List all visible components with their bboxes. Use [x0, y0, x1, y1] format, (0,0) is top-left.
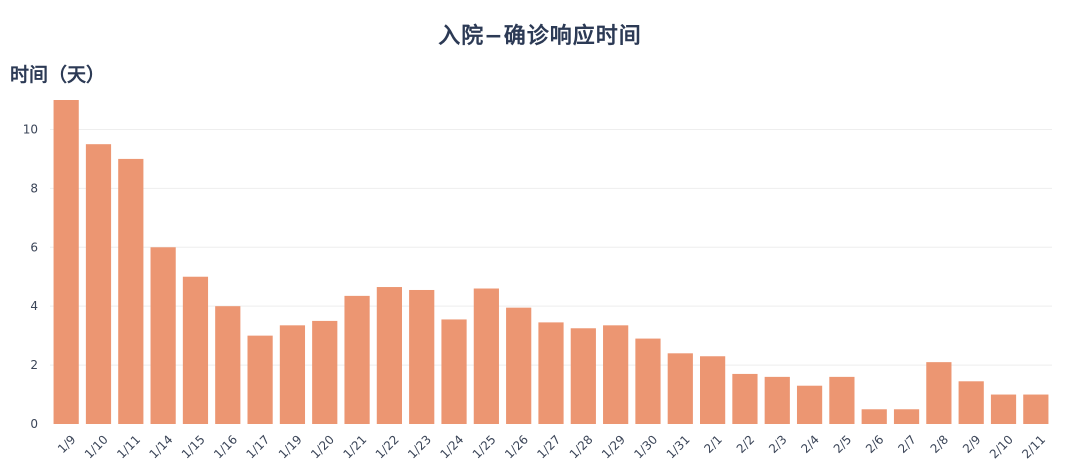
y-tick-label: 0: [30, 417, 38, 431]
x-tick-label: 1/22: [373, 432, 402, 461]
x-tick-label: 1/29: [599, 432, 628, 461]
x-axis-ticks: 1/9 1/10 1/11 1/14 1/15 1/16 1/17 1/19 1/20 1/21 1…: [55, 432, 1048, 461]
x-tick-label: 1/16: [211, 432, 240, 461]
y-tick-label: 2: [30, 358, 38, 372]
bar-1-26[interactable]: [506, 307, 532, 424]
bar-2-6[interactable]: [861, 409, 887, 424]
bar-1-27[interactable]: [538, 322, 564, 424]
x-tick-label: 1/23: [405, 432, 434, 461]
x-tick-label: 1/31: [664, 432, 693, 461]
x-tick-label: 2/7: [895, 432, 919, 456]
bar-1-22[interactable]: [376, 287, 402, 424]
bar-1-30[interactable]: [635, 338, 661, 424]
x-tick-label: 2/11: [1019, 432, 1048, 461]
bar-1-31[interactable]: [667, 353, 693, 424]
x-tick-label: 2/9: [960, 432, 984, 456]
bar-2-11[interactable]: [1023, 394, 1049, 424]
x-tick-label: 1/15: [179, 432, 208, 461]
bar-1-17[interactable]: [247, 335, 273, 424]
x-tick-label: 1/24: [437, 432, 466, 461]
x-tick-label: 2/3: [766, 432, 790, 456]
bar-1-29[interactable]: [603, 325, 629, 424]
x-tick-label: 1/25: [470, 432, 499, 461]
x-tick-label: 2/4: [798, 432, 822, 456]
bar-1-19[interactable]: [279, 325, 306, 424]
x-tick-label: 1/30: [631, 432, 660, 461]
y-tick-label: 4: [30, 299, 38, 313]
x-tick-label: 1/9: [55, 432, 79, 456]
bar-2-1[interactable]: [700, 356, 726, 424]
bar-1-15[interactable]: [182, 276, 209, 424]
x-tick-label: 1/27: [534, 432, 563, 461]
bar-1-25[interactable]: [473, 288, 499, 424]
x-tick-label: 1/17: [243, 432, 272, 461]
chart-title: 入院−确诊响应时间: [438, 24, 642, 49]
x-tick-label: 1/10: [82, 432, 111, 461]
bar-2-3[interactable]: [764, 376, 790, 424]
bar-1-24[interactable]: [441, 319, 467, 424]
bar-1-23[interactable]: [409, 289, 435, 424]
bar-1-20[interactable]: [312, 320, 338, 424]
y-axis-ticks: 0 2 4 6 8 10: [23, 122, 38, 431]
x-tick-label: 1/14: [147, 432, 176, 461]
bar-2-9[interactable]: [958, 381, 984, 424]
x-tick-label: 1/20: [308, 432, 337, 461]
bar-2-5[interactable]: [829, 376, 855, 424]
bar-1-11[interactable]: [118, 158, 144, 424]
bar-2-8[interactable]: [926, 362, 952, 424]
x-tick-label: 1/21: [340, 432, 369, 461]
bar-1-10[interactable]: [85, 144, 112, 424]
x-tick-label: 2/1: [701, 432, 725, 456]
x-tick-label: 1/28: [567, 432, 596, 461]
y-tick-label: 10: [23, 122, 38, 136]
bar-1-21[interactable]: [344, 295, 370, 424]
bar-1-9[interactable]: [53, 100, 79, 424]
bar-2-2[interactable]: [732, 373, 758, 424]
x-tick-label: 1/19: [276, 432, 305, 461]
x-tick-label: 2/6: [863, 432, 887, 456]
bar-2-7[interactable]: [893, 409, 920, 424]
x-tick-label: 2/10: [987, 432, 1016, 461]
x-tick-label: 2/2: [734, 432, 758, 456]
x-tick-label: 1/26: [502, 432, 531, 461]
bars: [53, 100, 1049, 424]
y-tick-label: 8: [30, 181, 38, 195]
bar-2-10[interactable]: [990, 394, 1017, 424]
x-tick-label: 2/8: [928, 432, 952, 456]
bar-1-28[interactable]: [570, 328, 596, 424]
y-tick-label: 6: [30, 240, 38, 254]
bar-1-16[interactable]: [215, 306, 241, 424]
bar-1-14[interactable]: [150, 247, 176, 424]
bar-2-4[interactable]: [796, 385, 823, 424]
x-tick-label: 1/11: [114, 432, 143, 461]
y-axis-label: 时间（天）: [10, 64, 106, 86]
x-tick-label: 2/5: [831, 432, 855, 456]
